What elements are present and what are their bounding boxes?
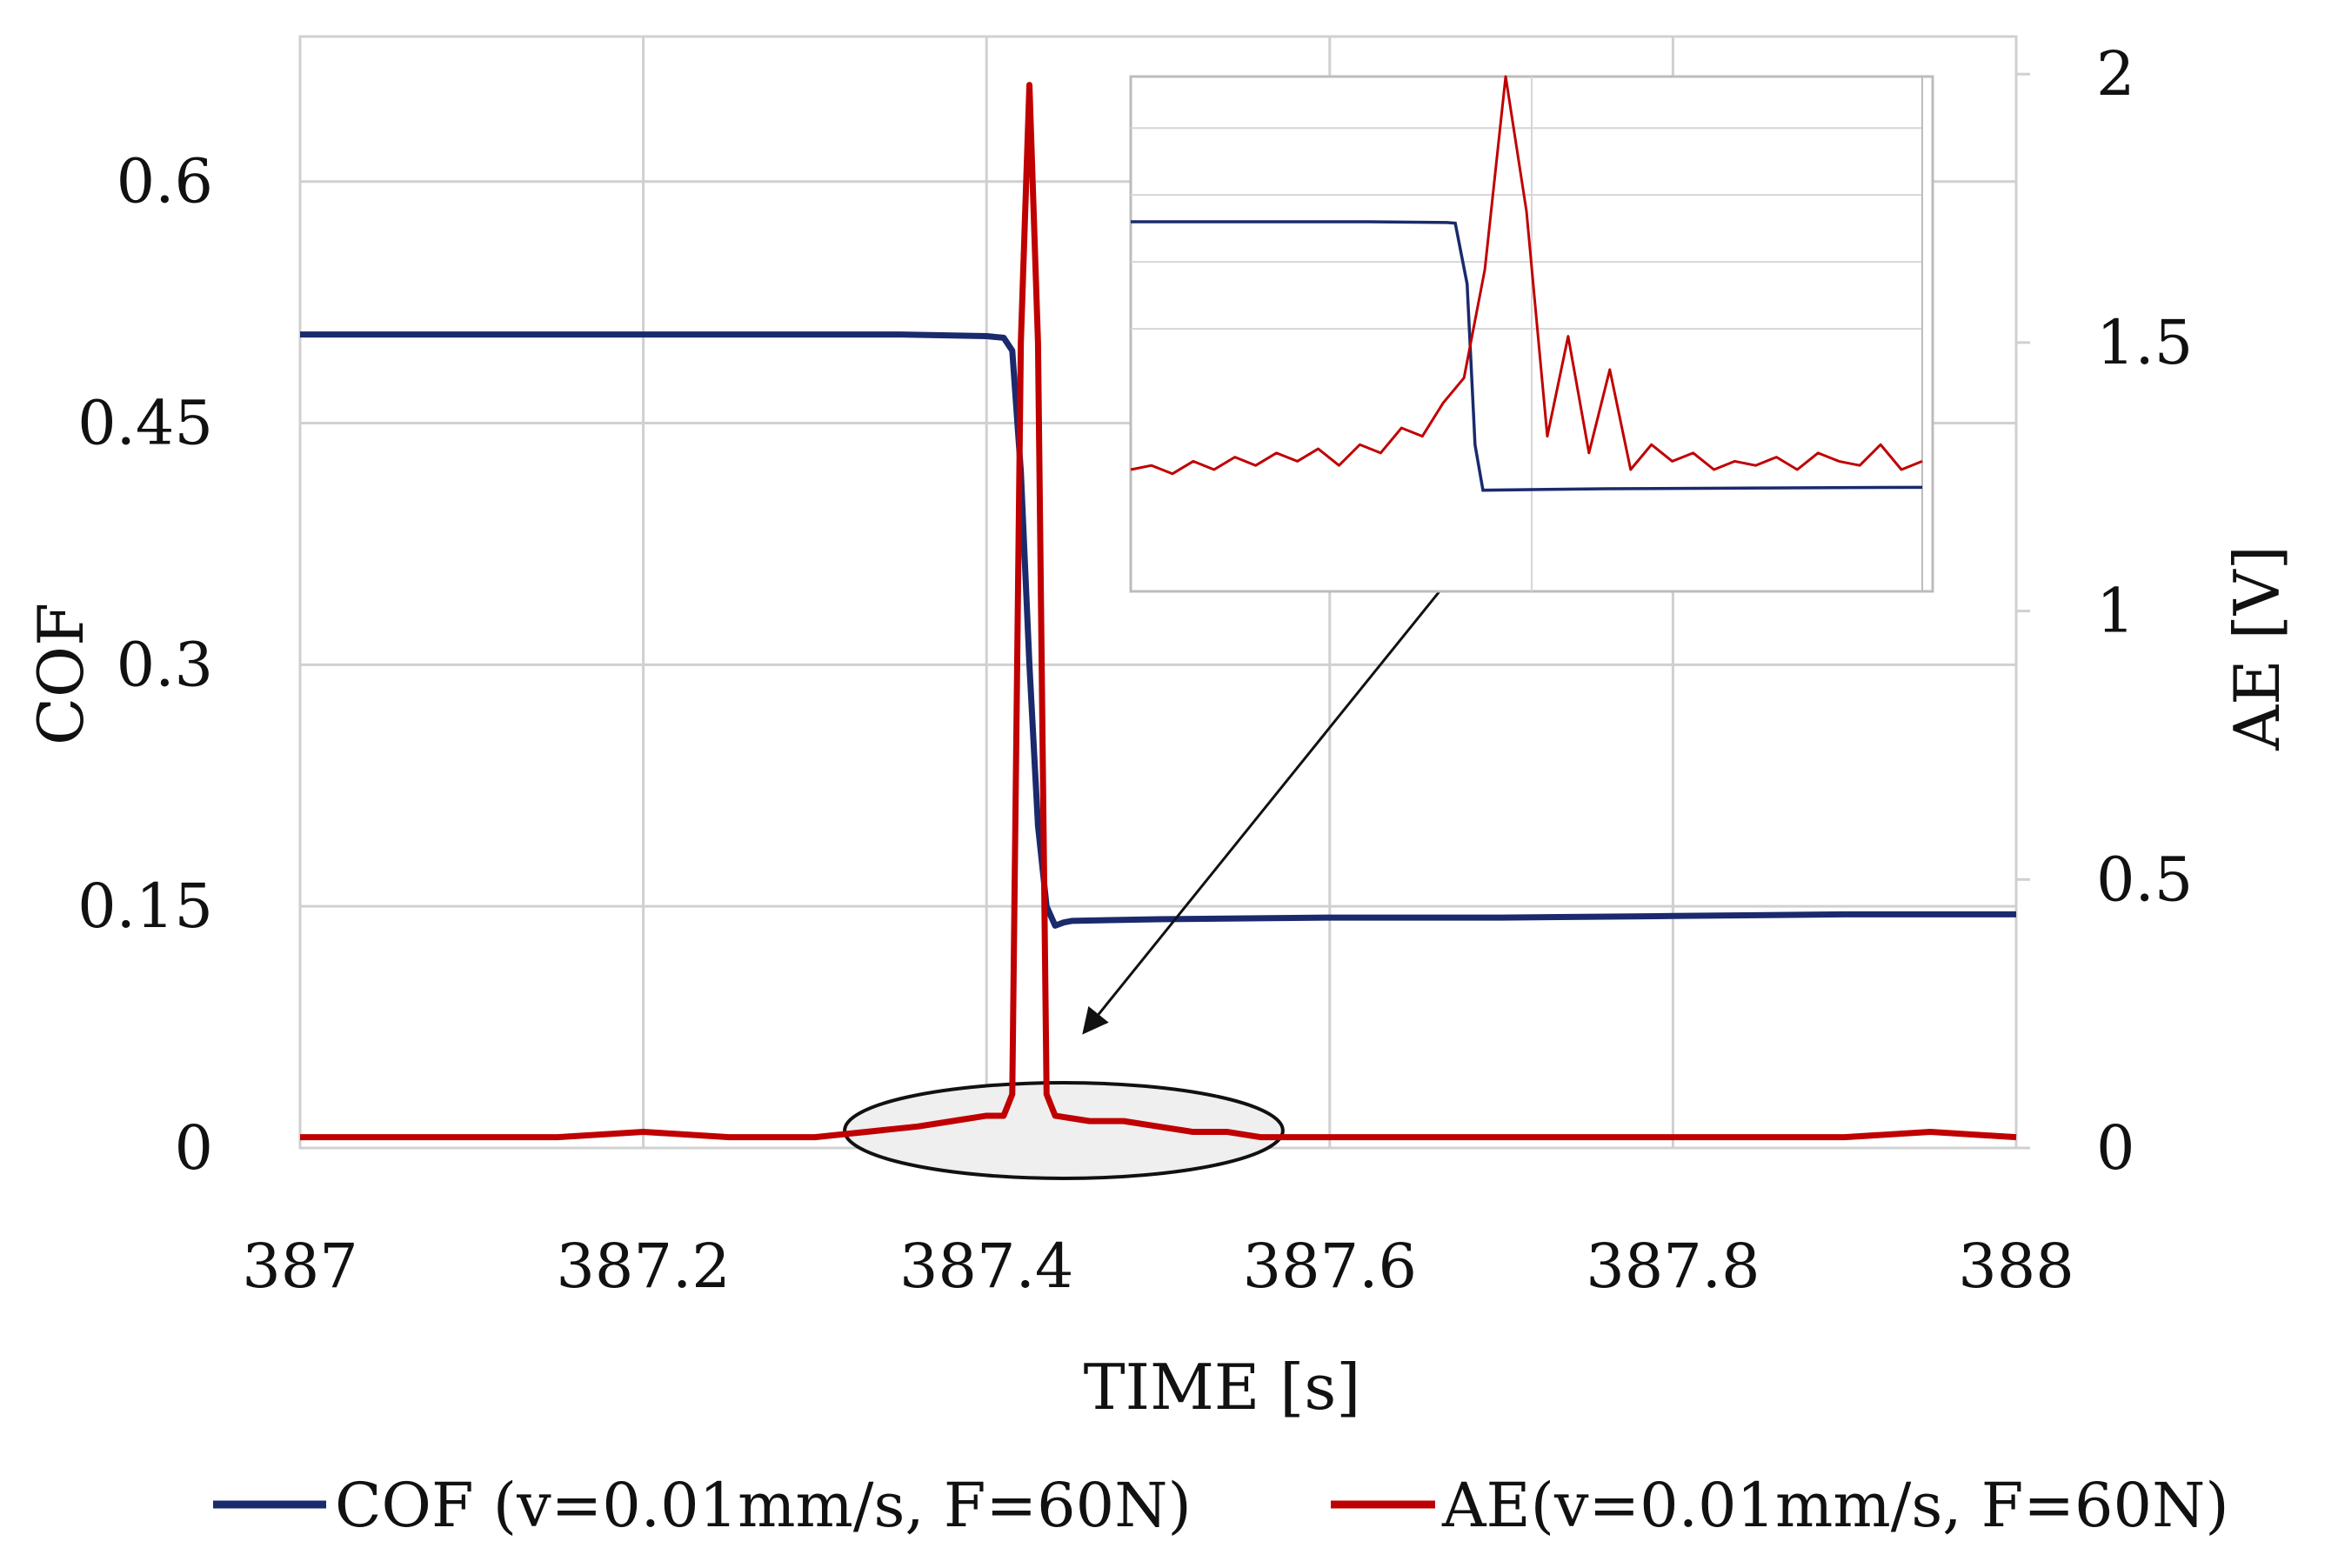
x-tick-label: 387.6 [1243,1231,1417,1302]
legend-label-ae: AE(v=0.01mm/s, F=60N) [1441,1470,2229,1541]
y-left-tick-label: 0.3 [117,629,213,700]
inset-cof-line [1131,220,1923,492]
legend: COF (v=0.01mm/s, F=60N) AE(v=0.01mm/s, F… [213,1470,2229,1541]
x-tick-label: 387.2 [556,1231,730,1302]
inset-chart [1129,75,1934,593]
y-axis-left-title: COF [24,603,97,745]
inset-ae-line [1130,75,1923,476]
y-left-tick-label: 0 [174,1112,213,1184]
y-right-tick-label: 2 [2096,38,2135,110]
x-tick-label: 387.4 [899,1231,1073,1302]
callout [1082,591,1441,1035]
y-left-tick-label: 0.15 [77,871,213,942]
y-axis-right-title: AE [V] [2221,545,2294,751]
main-series [300,82,2017,1180]
x-tick-label: 387 [242,1231,358,1302]
callout-arrow [1082,591,1441,1035]
highlight-ellipse [843,1081,1285,1180]
x-axis-title: TIME [s] [1084,1351,1361,1424]
y-left-tick-label: 0.45 [77,388,213,459]
y-right-tick-label: 0.5 [2096,844,2193,915]
x-tick-label: 388 [1958,1231,2074,1302]
y-right-tick-label: 1 [2096,576,2135,647]
legend-label-cof: COF (v=0.01mm/s, F=60N) [335,1470,1192,1541]
ae-series-line [300,82,2017,1141]
y-right-tick-label: 1.5 [2096,307,2193,378]
tick-labels: 387 387.2 387.4 387.6 387.8 388 0 0.15 0.3 0.45 0.… [77,38,2193,1302]
cof-series-line [300,331,2016,929]
y-right-tick-label: 0 [2096,1112,2135,1184]
y-left-tick-label: 0.6 [117,146,213,217]
x-tick-label: 387.8 [1586,1231,1760,1302]
